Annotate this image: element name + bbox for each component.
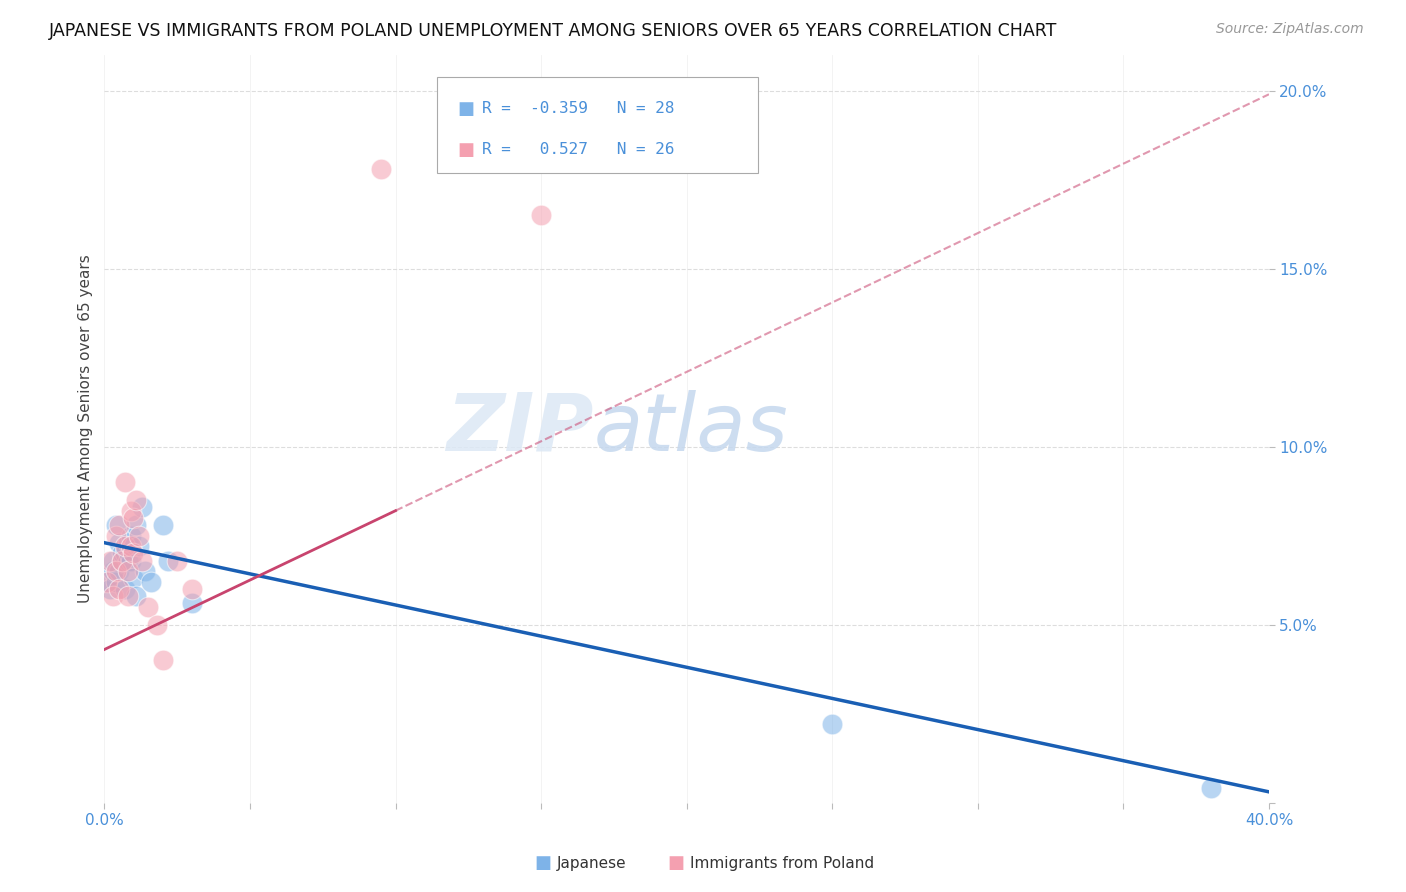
Text: ■: ■ (457, 100, 474, 118)
Text: ZIP: ZIP (446, 390, 593, 467)
Point (101, 564, 124, 578)
Point (125, 589, 148, 603)
Point (111, 546, 134, 560)
Point (1199, 781, 1222, 796)
Point (139, 574, 162, 589)
Point (117, 589, 139, 603)
Text: R =  -0.359   N = 28: R = -0.359 N = 28 (482, 102, 675, 116)
Point (152, 517, 174, 532)
Point (125, 517, 148, 532)
Point (105, 528, 128, 542)
Point (166, 553, 188, 567)
Point (134, 564, 156, 578)
Point (101, 589, 124, 603)
Point (96, 574, 118, 589)
Point (117, 535, 139, 549)
Point (105, 564, 128, 578)
Point (108, 582, 131, 596)
Text: ■: ■ (668, 855, 685, 872)
Point (111, 553, 134, 567)
Point (114, 475, 136, 490)
Point (98, 553, 121, 567)
Point (120, 504, 142, 518)
Point (114, 546, 136, 560)
Text: ■: ■ (534, 855, 551, 872)
Point (128, 539, 150, 553)
Point (122, 546, 145, 560)
Point (180, 596, 202, 610)
Point (108, 535, 131, 549)
Point (370, 161, 392, 176)
Point (128, 528, 150, 542)
Point (530, 208, 553, 222)
Point (98, 582, 121, 596)
Point (108, 517, 131, 532)
Point (125, 493, 148, 508)
Point (152, 653, 174, 667)
Point (131, 500, 153, 515)
Text: Japanese: Japanese (557, 856, 627, 871)
Point (108, 564, 131, 578)
Point (157, 553, 180, 567)
Point (101, 553, 124, 567)
Point (96, 574, 118, 589)
Point (114, 539, 136, 553)
Point (117, 553, 139, 567)
Point (120, 539, 142, 553)
Point (136, 599, 159, 614)
Text: Source: ZipAtlas.com: Source: ZipAtlas.com (1216, 22, 1364, 37)
Point (105, 517, 128, 532)
Point (821, 717, 844, 731)
Point (105, 574, 128, 589)
Point (122, 510, 145, 524)
Text: R =   0.527   N = 26: R = 0.527 N = 26 (482, 143, 675, 157)
Text: JAPANESE VS IMMIGRANTS FROM POLAND UNEMPLOYMENT AMONG SENIORS OVER 65 YEARS CORR: JAPANESE VS IMMIGRANTS FROM POLAND UNEMP… (49, 22, 1057, 40)
Text: ■: ■ (457, 141, 474, 159)
Point (131, 553, 153, 567)
Point (111, 553, 134, 567)
Point (117, 564, 139, 578)
Point (146, 617, 169, 632)
Point (120, 553, 142, 567)
Text: Immigrants from Poland: Immigrants from Poland (690, 856, 875, 871)
Point (122, 571, 145, 585)
Point (120, 528, 142, 542)
Y-axis label: Unemployment Among Seniors over 65 years: Unemployment Among Seniors over 65 years (79, 254, 93, 603)
Point (180, 582, 202, 596)
Point (114, 582, 136, 596)
Text: atlas: atlas (593, 390, 789, 467)
